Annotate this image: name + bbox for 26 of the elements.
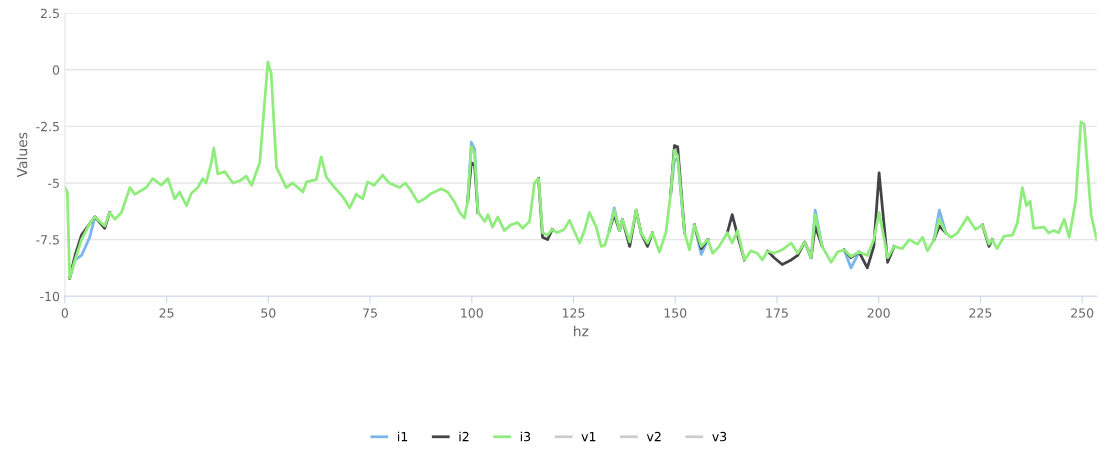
- x-tick-label: 0: [61, 308, 68, 318]
- y-axis-title: Values: [16, 132, 28, 178]
- x-tick-label: 250: [1071, 308, 1094, 318]
- y-tick-label: -7.5: [36, 235, 59, 245]
- x-tick-label: 150: [664, 308, 687, 318]
- y-tick-label: -10: [40, 291, 60, 302]
- y-tick-label: 0: [52, 65, 60, 75]
- x-tick-label: 175: [766, 308, 788, 318]
- x-tick-label: 25: [159, 308, 174, 318]
- x-tick-label: 125: [562, 308, 585, 318]
- legend-label: v2: [646, 431, 661, 442]
- x-tick-label: 225: [969, 308, 992, 318]
- y-tick-label: -5: [48, 178, 59, 188]
- y-tick-label: -2.5: [36, 121, 59, 132]
- x-tick-label: 200: [867, 308, 890, 318]
- legend-label: i3: [520, 431, 531, 442]
- line-series: [64, 60, 1097, 280]
- x-axis-title: hz: [574, 325, 589, 337]
- legend-label: v3: [712, 431, 727, 442]
- legend-label: i2: [459, 431, 469, 442]
- legend-label: v1: [581, 432, 596, 442]
- y-tick-label: 2.5: [41, 8, 59, 19]
- x-tick-label: 100: [461, 308, 483, 318]
- x-tick-label: 50: [261, 308, 276, 318]
- x-tick-label: 75: [363, 308, 377, 318]
- legend-label: i1: [398, 431, 408, 442]
